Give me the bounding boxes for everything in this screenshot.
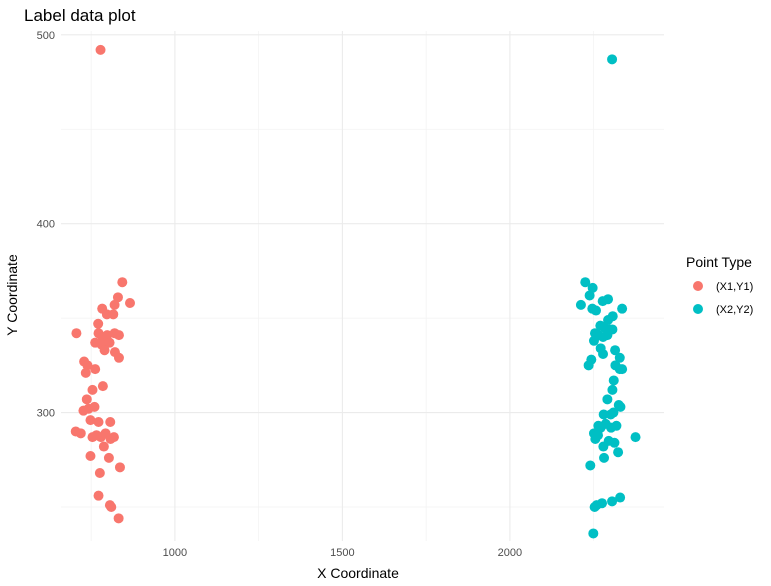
y-tick-label-2: 500 [37,30,55,42]
point-s1-50 [613,447,624,458]
series-0 [70,44,136,524]
point-s0-49 [106,502,117,512]
point-s1-45 [630,432,641,443]
point-s1-23 [610,345,621,356]
legend-label-x2y2: (X2,Y2) [716,304,753,316]
point-s1-48 [609,437,620,448]
point-s0-17 [104,337,115,348]
point-s1-58 [588,528,599,539]
point-s0-50 [113,513,124,524]
point-s1-53 [615,492,626,503]
point-s1-54 [607,496,618,507]
point-s1-3 [584,290,595,301]
point-s1-20 [588,335,599,346]
point-s1-5 [603,294,614,305]
point-s0-7 [108,309,119,320]
point-s0-26 [87,384,98,395]
point-s0-4 [109,299,120,310]
point-s1-42 [611,420,622,431]
point-s0-42 [98,441,109,452]
point-s1-46 [590,434,601,444]
point-s0-18 [99,345,110,356]
x-axis-label: X Coordinate [317,565,399,581]
point-s1-22 [598,349,609,359]
point-s1-32 [602,394,613,405]
legend-swatch-x2y2 [693,304,703,314]
point-s0-27 [81,394,92,405]
point-s0-23 [90,364,101,375]
point-s0-1 [117,277,128,288]
point-s0-43 [85,451,96,461]
point-s0-3 [112,292,123,303]
point-s0-45 [114,462,125,473]
point-s0-25 [97,381,108,392]
x-tick-labels: 1000 1500 2000 [163,547,522,559]
y-tick-labels: 300 400 500 [37,30,55,420]
point-s0-0 [95,44,106,55]
point-s1-7 [617,303,628,314]
point-s1-24 [614,352,625,363]
point-s1-6 [575,299,586,310]
x-tick-label-0: 1000 [163,547,187,559]
point-s0-24 [80,367,91,378]
point-s1-49 [598,441,609,452]
point-s1-57 [589,502,600,512]
x-tick-label-1: 1500 [330,547,354,559]
point-s1-0 [607,54,618,65]
x-tick-label-2: 2000 [498,547,522,559]
point-s1-11 [603,315,614,325]
point-s1-19 [602,330,613,341]
point-s1-1 [580,277,591,288]
point-s1-52 [585,460,596,471]
point-s1-36 [598,409,609,420]
point-s1-9 [590,305,601,316]
point-s1-29 [617,364,628,375]
legend: Point Type (X1,Y1) (X2,Y2) [686,254,753,316]
point-s0-44 [103,452,114,463]
point-s0-41 [108,432,119,443]
points-layer [70,44,641,539]
point-s1-2 [587,282,598,293]
point-s0-22 [82,360,93,371]
point-s0-35 [75,428,86,439]
point-s0-33 [105,417,116,427]
point-s1-30 [608,375,619,386]
legend-title: Point Type [686,254,752,270]
point-s0-9 [71,328,82,339]
y-axis-label: Y Coordinate [4,254,20,336]
point-s0-2 [125,298,136,308]
point-s0-8 [93,318,104,329]
point-s0-46 [94,468,105,478]
minor-gridlines [61,31,664,541]
major-gridlines [61,31,664,541]
point-s1-31 [607,384,618,395]
point-s0-30 [89,401,100,412]
point-s0-14 [113,330,124,341]
y-tick-label-0: 300 [37,408,55,420]
point-s1-51 [599,452,610,463]
chart-title: Label data plot [24,6,136,25]
legend-swatch-x1y1 [693,281,703,291]
point-s1-27 [583,360,594,371]
point-s0-20 [113,352,124,363]
y-tick-label-1: 400 [37,219,55,231]
point-s0-31 [85,415,96,426]
series-1 [575,54,641,539]
legend-label-x1y1: (X1,Y1) [716,281,753,293]
point-s0-47 [93,490,104,501]
point-s0-32 [93,417,104,427]
point-s1-37 [608,407,619,418]
point-s1-34 [615,401,626,412]
